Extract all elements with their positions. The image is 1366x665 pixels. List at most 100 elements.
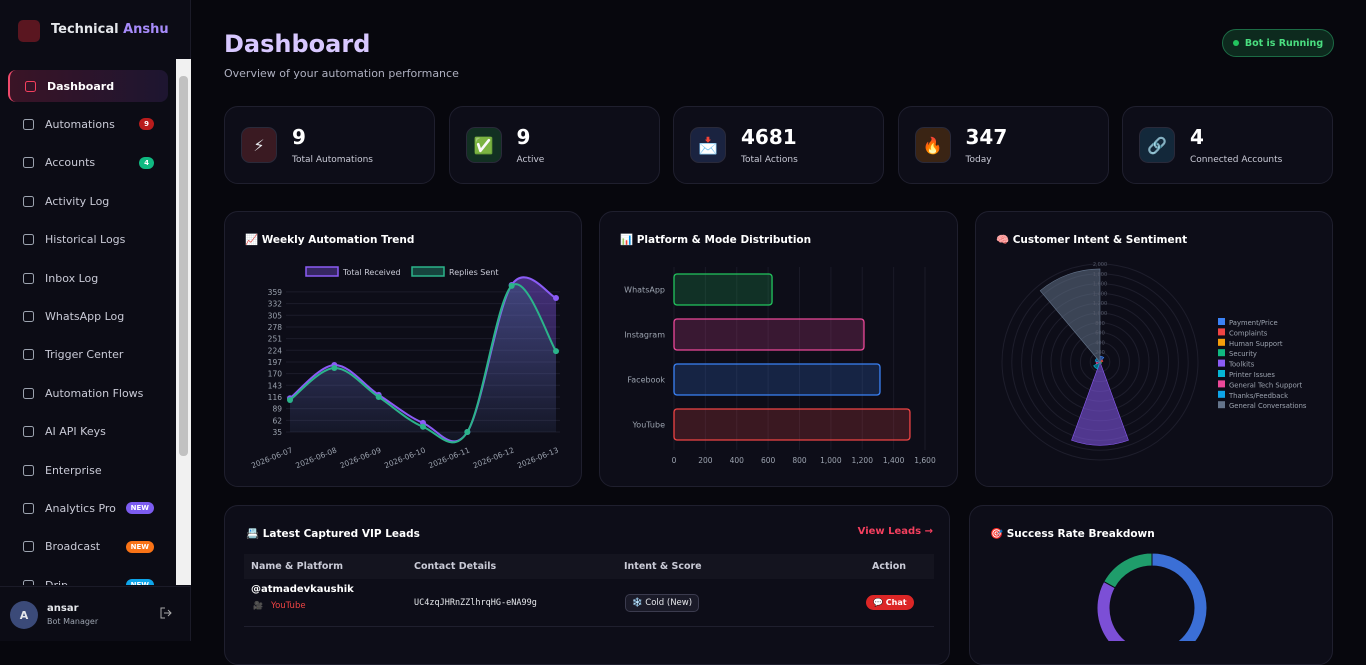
stat-card: ⚡ 9 Total Automations (224, 106, 435, 184)
intent-pill: ❄️ Cold (New) (625, 594, 700, 612)
chart-title: 🧠 Customer Intent & Sentiment (996, 234, 1187, 246)
nav-icon (23, 541, 34, 553)
nav-label: Historical Logs (45, 233, 126, 247)
chart-title: 🎯 Success Rate Breakdown (990, 527, 1155, 540)
y-tick-label: YouTube (631, 421, 665, 430)
sector (1039, 268, 1101, 363)
stat-label: Total Actions (741, 155, 798, 165)
nav-label: Drip (45, 579, 68, 585)
y-tick-label: 89 (272, 405, 282, 414)
legend-label: Human Support (1229, 340, 1283, 348)
legend-label: Complaints (1229, 329, 1268, 337)
status-text: Bot is Running (1244, 37, 1324, 49)
legend-swatch (1218, 349, 1225, 357)
card (969, 505, 1333, 665)
lead-platform: YouTube (271, 601, 306, 611)
nav-item[interactable]: WhatsApp Log (8, 300, 168, 332)
legend-label: Replies Sent (449, 268, 498, 277)
stat-icon: 🔥 (914, 127, 951, 163)
r-tick-label: 600 (1095, 331, 1105, 337)
page-title: Dashboard (224, 30, 371, 58)
nav-icon (23, 349, 34, 361)
nav-label: WhatsApp Log (45, 309, 125, 323)
stat-label: Today (965, 155, 992, 165)
stat-card: 📩 4681 Total Actions (673, 106, 884, 184)
leads-card: 📇 Latest Captured VIP Leads View Leads →… (224, 505, 950, 665)
stat-card: ✅ 9 Active (448, 106, 660, 184)
legend-label: General Conversations (1229, 402, 1307, 410)
legend-swatch (411, 266, 445, 277)
stat-card: 🔗 4 Connected Accounts (1122, 106, 1333, 184)
nav-item[interactable]: Trigger Center (8, 339, 168, 371)
nav-item[interactable]: Enterprise (8, 454, 168, 486)
y-tick-label: 143 (268, 381, 283, 390)
nav-label: Dashboard (47, 79, 115, 93)
nav-label: AI API Keys (45, 425, 106, 439)
column-header: Action (872, 561, 907, 572)
point (553, 294, 559, 301)
x-tick-label: 200 (698, 456, 713, 465)
nav-label: Accounts (45, 156, 96, 170)
y-tick-label: WhatsApp (624, 286, 665, 295)
brand: Technical Anshu (51, 22, 169, 37)
x-tick-label: 2026-06-10 (383, 445, 427, 470)
chart-title: 📊 Platform & Mode Distribution (620, 233, 811, 246)
logout-icon[interactable] (160, 607, 172, 619)
status-dot (1232, 40, 1239, 46)
x-tick-label: 2026-06-12 (472, 445, 516, 470)
segment (1103, 552, 1153, 589)
legend-swatch (1218, 318, 1225, 325)
chat-button[interactable]: 💬 Chat (866, 595, 914, 610)
nav-icon (23, 310, 34, 322)
nav-item[interactable]: Inbox Log (8, 262, 168, 294)
y-tick-label: 62 (272, 416, 282, 425)
platform-icon: 🎥 (253, 601, 263, 610)
bar (673, 363, 881, 396)
bar (673, 408, 911, 441)
nav-item[interactable]: AI API Keys (8, 416, 168, 448)
nav-item[interactable]: Analytics Pro NEW (8, 492, 168, 524)
legend-swatch (1218, 370, 1225, 377)
stat-value: 4681 (741, 125, 797, 149)
logo (18, 20, 40, 42)
legend-label: Toolkits (1228, 361, 1255, 369)
nav-label: Analytics Pro (45, 501, 116, 515)
nav-item[interactable]: Accounts 4 (8, 147, 168, 179)
scroll-thumb[interactable] (179, 76, 188, 456)
legend-label: General Tech Support (1229, 381, 1303, 389)
y-tick-label: 251 (268, 335, 283, 344)
stat-icon: ✅ (465, 127, 502, 163)
stat-icon: ⚡ (241, 127, 277, 163)
view-leads[interactable]: View Leads → (857, 526, 933, 537)
nav-item[interactable]: Broadcast NEW (8, 531, 168, 563)
legend-label: Thanks/Feedback (1228, 392, 1288, 400)
column-header: Contact Details (414, 561, 497, 572)
legend-swatch (1218, 390, 1225, 398)
r-tick-label: 1,400 (1093, 291, 1107, 297)
nav-item[interactable]: Dashboard (8, 70, 168, 102)
nav-item[interactable]: Activity Log (8, 185, 168, 217)
stat-label: Active (516, 155, 545, 165)
x-tick-label: 1,000 (820, 456, 842, 465)
point (464, 429, 471, 435)
legend-label: Security (1229, 350, 1257, 358)
nav-item[interactable]: Historical Logs (8, 224, 168, 256)
nav-icon (23, 464, 34, 476)
x-tick-label: 2026-06-09 (339, 445, 383, 470)
point (331, 365, 338, 372)
x-tick-label: 600 (761, 456, 776, 465)
nav-item[interactable]: Drip NEW (8, 569, 168, 585)
nav-item[interactable]: Automation Flows (8, 377, 168, 409)
nav-label: Automations (45, 117, 115, 131)
charts: 📈 Weekly Automation Trend 35 62 89 116 143 170… (245, 233, 1307, 641)
nav-icon (23, 157, 34, 169)
nav-badge: 4 (139, 156, 154, 169)
status-pill: Bot is Running (1222, 29, 1334, 57)
legend-swatch (1218, 328, 1225, 336)
legend-swatch (305, 266, 339, 277)
column-header: Intent & Score (624, 561, 702, 572)
nav-item[interactable]: Automations 9 (8, 108, 168, 140)
nav-label: Activity Log (45, 194, 110, 208)
user-panel: A ansar Bot Manager (0, 586, 191, 641)
point (375, 393, 382, 400)
